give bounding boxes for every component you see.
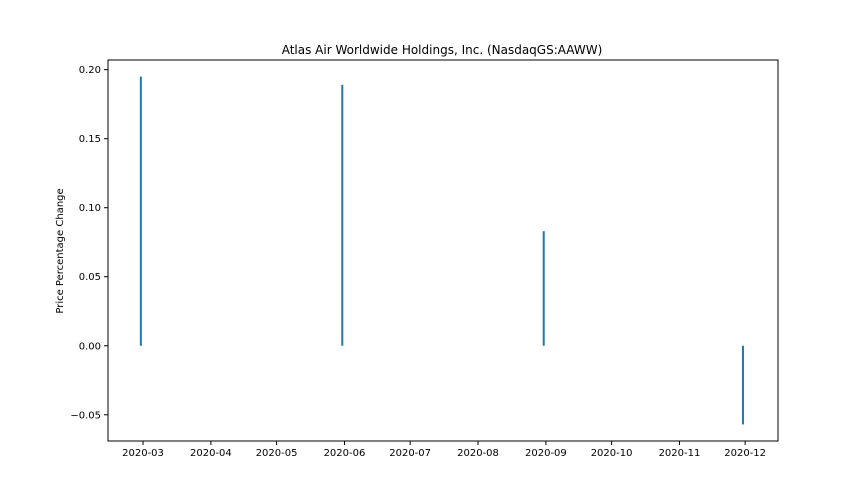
y-tick-label: 0.05 xyxy=(79,272,101,283)
x-axis: 2020-03 2020-04 2020-05 2020-06 2020-07 … xyxy=(122,441,766,459)
x-tick-label: 2020-07 xyxy=(389,448,431,459)
x-tick-label: 2020-12 xyxy=(724,448,766,459)
bar xyxy=(542,231,545,346)
y-tick-label: 0.20 xyxy=(79,65,101,76)
plot-frame xyxy=(107,59,779,442)
x-tick-label: 2020-06 xyxy=(324,448,366,459)
x-tick-label: 2020-03 xyxy=(122,448,164,459)
y-tick-label: −0.05 xyxy=(70,410,101,421)
x-tick-label: 2020-10 xyxy=(591,448,633,459)
x-tick-label: 2020-05 xyxy=(256,448,298,459)
x-tick-label: 2020-04 xyxy=(190,448,232,459)
y-axis: 0.20 0.15 0.10 0.05 0.00 −0.05 xyxy=(70,65,108,421)
bar xyxy=(139,76,142,346)
y-tick-label: 0.15 xyxy=(79,134,101,145)
bar xyxy=(341,84,344,346)
x-tick-label: 2020-09 xyxy=(525,448,567,459)
y-tick-label: 0.00 xyxy=(79,341,101,352)
chart-title: Atlas Air Worldwide Holdings, Inc. (Nasd… xyxy=(282,43,603,57)
x-tick-label: 2020-08 xyxy=(457,448,499,459)
y-tick-label: 0.10 xyxy=(79,203,101,214)
bar xyxy=(741,345,744,425)
y-axis-label: Price Percentage Change xyxy=(55,188,66,313)
bars-layer xyxy=(139,76,744,425)
x-tick-label: 2020-11 xyxy=(659,448,701,459)
